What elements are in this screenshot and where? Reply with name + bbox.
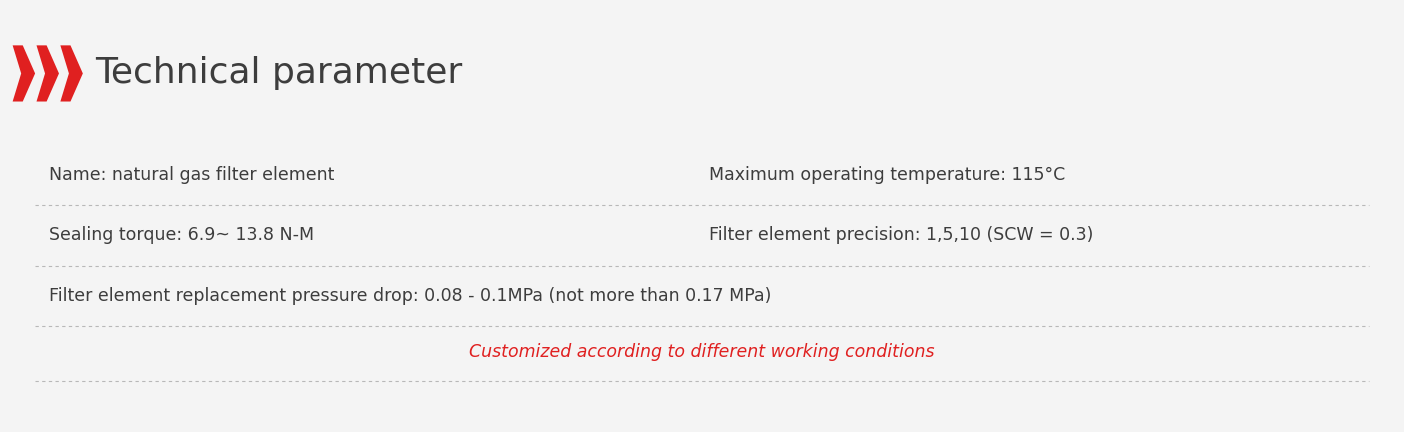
Text: Sealing torque: 6.9~ 13.8 N-M: Sealing torque: 6.9~ 13.8 N-M bbox=[49, 226, 314, 245]
Polygon shape bbox=[60, 45, 83, 102]
Text: Name: natural gas filter element: Name: natural gas filter element bbox=[49, 166, 334, 184]
Text: Filter element replacement pressure drop: 0.08 - 0.1MPa (not more than 0.17 MPa): Filter element replacement pressure drop… bbox=[49, 287, 772, 305]
Polygon shape bbox=[37, 45, 59, 102]
Text: Filter element precision: 1,5,10 (SCW = 0.3): Filter element precision: 1,5,10 (SCW = … bbox=[709, 226, 1094, 245]
Polygon shape bbox=[13, 45, 35, 102]
Text: Maximum operating temperature: 115°C: Maximum operating temperature: 115°C bbox=[709, 166, 1066, 184]
Text: Customized according to different working conditions: Customized according to different workin… bbox=[469, 343, 935, 361]
Text: Technical parameter: Technical parameter bbox=[95, 57, 463, 90]
